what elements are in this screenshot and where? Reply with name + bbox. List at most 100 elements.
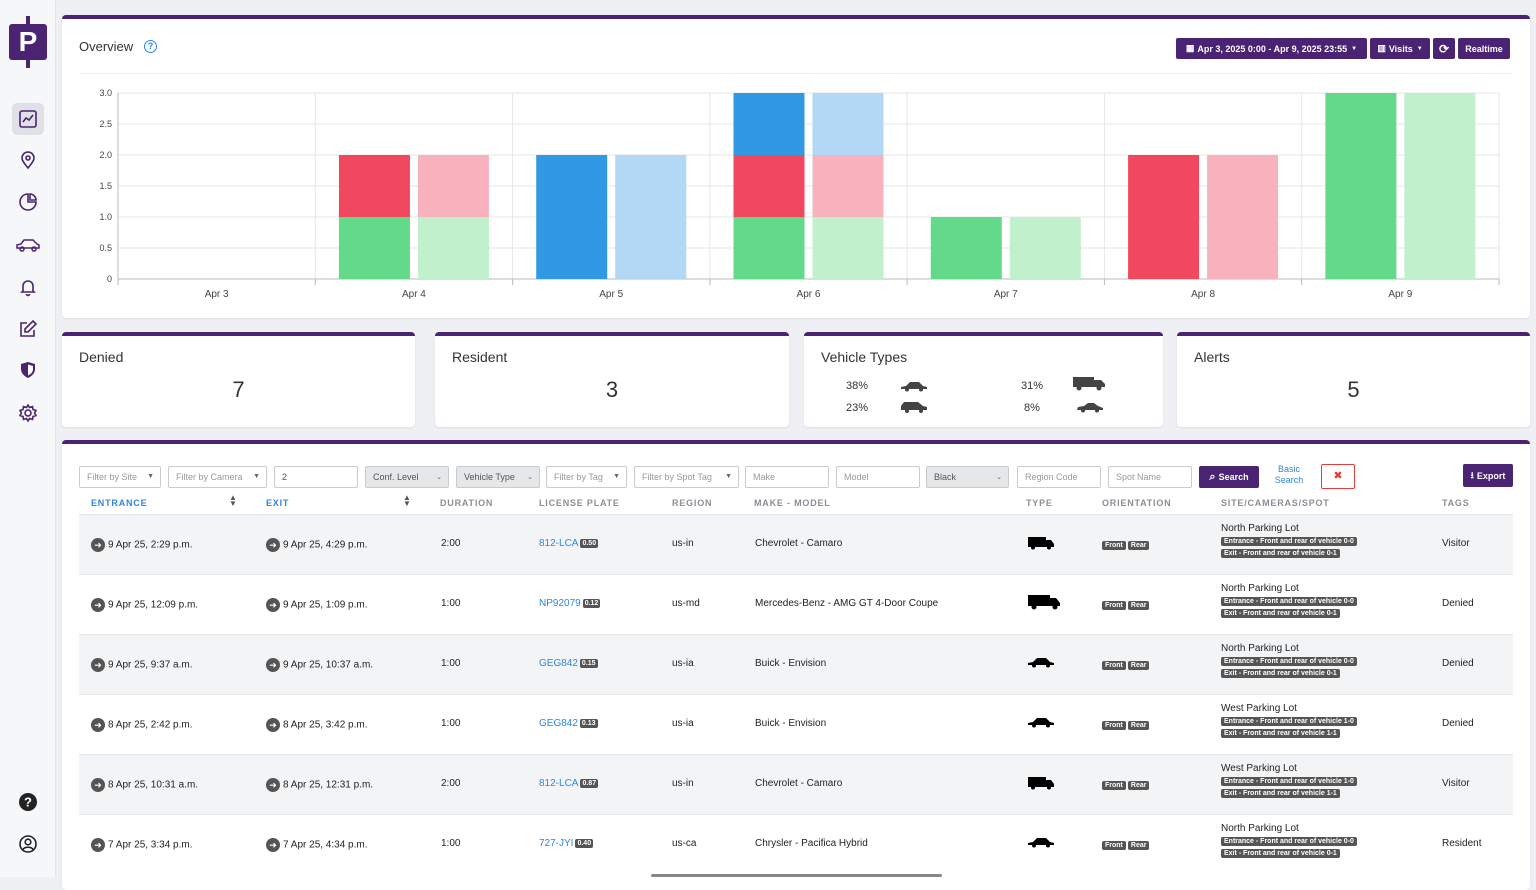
- sidebar-item-locations[interactable]: [12, 144, 44, 176]
- exit-time: 8 Apr 25, 3:42 p.m.: [283, 719, 368, 731]
- brand-logo[interactable]: P: [8, 16, 48, 68]
- exit-time: 7 Apr 25, 4:34 p.m.: [283, 839, 368, 851]
- sidebar-item-vehicles[interactable]: [12, 229, 44, 261]
- camera-entrance-badge[interactable]: Entrance - Front and rear of vehicle 1-0: [1221, 717, 1357, 726]
- filter-site-select[interactable]: Filter by Site ▼: [79, 466, 161, 488]
- sidebar-item-alerts[interactable]: [12, 271, 44, 303]
- license-plate-link[interactable]: GEG842: [539, 718, 578, 729]
- filter-spot-tag-select[interactable]: Filter by Spot Tag ▼: [634, 466, 739, 488]
- model-input[interactable]: Model: [836, 466, 920, 488]
- sidebar-item-help[interactable]: ?: [12, 786, 44, 818]
- entrance-cell: ➜ 9 Apr 25, 2:29 p.m.: [91, 538, 193, 552]
- color-select[interactable]: Black ⌄: [926, 466, 1009, 488]
- camera-entrance-badge[interactable]: Entrance - Front and rear of vehicle 0-0: [1221, 537, 1357, 546]
- resident-card[interactable]: Resident 3: [435, 332, 789, 427]
- bar-entry-0[interactable]: [338, 217, 410, 279]
- region-cell: us-in: [672, 778, 694, 789]
- x-tick-label: Apr 3: [205, 289, 229, 300]
- conf-level-select[interactable]: Conf. Level ⌄: [365, 466, 449, 488]
- sidebar-item-account[interactable]: [12, 828, 44, 860]
- confidence-badge: 0.12: [582, 598, 601, 608]
- x-tick-label: Apr 5: [599, 289, 623, 300]
- region-code-input[interactable]: Region Code: [1017, 466, 1101, 488]
- vehicle-types-card[interactable]: Vehicle Types 38% 31% 23% 8%: [804, 332, 1163, 427]
- bar-entry-0[interactable]: [1325, 93, 1397, 279]
- bar-entry-1[interactable]: [1128, 155, 1200, 279]
- search-button[interactable]: ⌕ Search: [1199, 466, 1259, 488]
- table-row[interactable]: ➜ 8 Apr 25, 2:42 p.m. ➜ 8 Apr 25, 3:42 p.m…: [79, 694, 1513, 754]
- bar-exit-3[interactable]: [1009, 217, 1081, 279]
- bar-entry-2[interactable]: [733, 93, 805, 155]
- alerts-card[interactable]: Alerts 5: [1177, 332, 1530, 427]
- camera-exit-badge[interactable]: Exit - Front and rear of vehicle 0-1: [1221, 849, 1340, 858]
- make-input[interactable]: Make: [745, 466, 829, 488]
- bar-entry-0[interactable]: [930, 217, 1002, 279]
- filter-camera-select[interactable]: Filter by Camera ▼: [168, 466, 267, 488]
- exit-cell: ➜ 9 Apr 25, 1:09 p.m.: [266, 598, 368, 612]
- sort-entrance-icon[interactable]: ▲ ▼: [229, 493, 237, 508]
- bar-entry-1[interactable]: [338, 155, 410, 217]
- table-row[interactable]: ➜ 9 Apr 25, 2:29 p.m. ➜ 9 Apr 25, 4:29 p.m…: [79, 514, 1513, 574]
- license-plate-link[interactable]: 812-LCA: [539, 778, 579, 789]
- clear-filters-button[interactable]: ✖: [1321, 464, 1355, 489]
- resident-title: Resident: [452, 349, 508, 365]
- bar-entry-2[interactable]: [536, 155, 608, 279]
- make-model-cell: Chevrolet - Camaro: [755, 778, 843, 789]
- camera-entrance-badge[interactable]: Entrance - Front and rear of vehicle 0-0: [1221, 597, 1357, 606]
- camera-exit-badge[interactable]: Exit - Front and rear of vehicle 0-1: [1221, 669, 1340, 678]
- number-input[interactable]: 2: [274, 466, 358, 488]
- camera-exit-badge[interactable]: Exit - Front and rear of vehicle 0-1: [1221, 549, 1340, 558]
- search-button-label: Search: [1218, 472, 1249, 482]
- sidebar-item-reports[interactable]: [12, 186, 44, 218]
- bar-exit-4[interactable]: [417, 155, 489, 217]
- license-plate-link[interactable]: GEG842: [539, 658, 578, 669]
- filter-tag-select[interactable]: Filter by Tag ▼: [546, 466, 627, 488]
- site-name: West Parking Lot: [1221, 763, 1297, 774]
- bar-exit-5[interactable]: [812, 93, 884, 155]
- realtime-button[interactable]: Realtime: [1458, 38, 1510, 59]
- refresh-button[interactable]: ⟳: [1433, 38, 1455, 59]
- spot-name-input[interactable]: Spot Name: [1108, 466, 1192, 488]
- sort-exit-icon[interactable]: ▲ ▼: [403, 493, 411, 508]
- bar-entry-0[interactable]: [733, 217, 805, 279]
- bar-exit-3[interactable]: [417, 217, 489, 279]
- caret-down-icon: ▼: [253, 473, 260, 480]
- entrance-time: 8 Apr 25, 2:42 p.m.: [108, 719, 193, 731]
- license-plate-link[interactable]: 812-LCA: [539, 538, 579, 549]
- vehicle-type-select[interactable]: Vehicle Type ⌄: [456, 466, 540, 488]
- horizontal-scrollbar[interactable]: [651, 874, 942, 877]
- front-badge: Front: [1102, 541, 1126, 550]
- metric-select-button[interactable]: ▥ Visits ▼: [1370, 38, 1430, 59]
- table-row[interactable]: ➜ 7 Apr 25, 3:34 p.m. ➜ 7 Apr 25, 4:34 p.m…: [79, 814, 1513, 874]
- camera-exit-badge[interactable]: Exit - Front and rear of vehicle 1-1: [1221, 789, 1340, 798]
- bar-exit-3[interactable]: [812, 217, 884, 279]
- camera-entrance-badge[interactable]: Entrance - Front and rear of vehicle 1-0: [1221, 777, 1357, 786]
- basic-search-link[interactable]: Basic Search: [1271, 464, 1307, 486]
- license-plate-link[interactable]: 727-JYI: [539, 838, 574, 849]
- camera-entrance-badge[interactable]: Entrance - Front and rear of vehicle 0-0: [1221, 837, 1357, 846]
- bar-exit-5[interactable]: [615, 155, 687, 279]
- camera-exit-badge[interactable]: Exit - Front and rear of vehicle 0-1: [1221, 609, 1340, 618]
- sidebar-item-settings[interactable]: [12, 397, 44, 429]
- bar-exit-4[interactable]: [812, 155, 884, 217]
- bar-exit-4[interactable]: [1207, 155, 1279, 279]
- question-icon[interactable]: ?: [144, 40, 157, 53]
- header-entrance[interactable]: ENTRANCE: [91, 498, 148, 508]
- license-plate-link[interactable]: NP92079: [539, 598, 581, 609]
- sidebar-item-security[interactable]: [12, 354, 44, 386]
- bar-entry-1[interactable]: [733, 155, 805, 217]
- header-exit[interactable]: EXIT: [266, 498, 290, 508]
- export-button[interactable]: ⭳ Export: [1463, 464, 1513, 487]
- bar-exit-3[interactable]: [1404, 93, 1476, 279]
- table-row[interactable]: ➜ 9 Apr 25, 12:09 p.m. ➜ 9 Apr 25, 1:09 p.…: [79, 574, 1513, 634]
- sidebar-item-edit[interactable]: [12, 313, 44, 345]
- camera-entrance-badge[interactable]: Entrance - Front and rear of vehicle 0-0: [1221, 657, 1357, 666]
- camera-exit-badge[interactable]: Exit - Front and rear of vehicle 1-1: [1221, 729, 1340, 738]
- header-site: SITE/CAMERAS/SPOT: [1221, 498, 1330, 508]
- header-make-model: MAKE - MODEL: [754, 498, 831, 508]
- denied-card[interactable]: Denied 7: [62, 332, 415, 427]
- date-range-button[interactable]: ▦ Apr 3, 2025 0:00 - Apr 9, 2025 23:55 ▼: [1176, 38, 1367, 59]
- table-row[interactable]: ➜ 8 Apr 25, 10:31 a.m. ➜ 8 Apr 25, 12:31 p…: [79, 754, 1513, 814]
- table-row[interactable]: ➜ 9 Apr 25, 9:37 a.m. ➜ 9 Apr 25, 10:37 a.…: [79, 634, 1513, 694]
- sidebar-item-dashboard[interactable]: [12, 103, 44, 135]
